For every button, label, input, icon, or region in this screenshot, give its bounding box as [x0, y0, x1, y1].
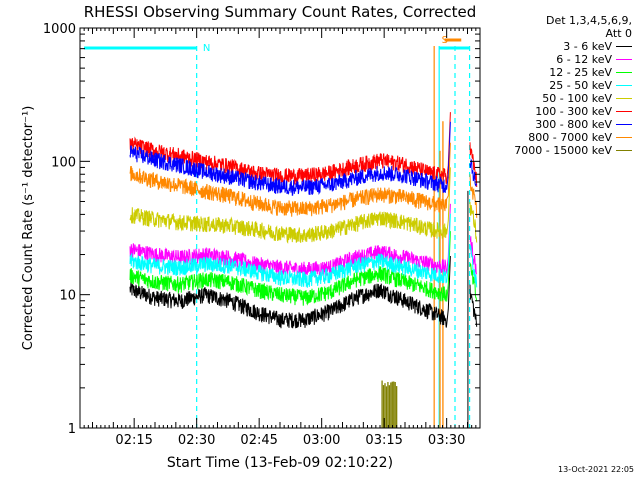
series-line	[129, 255, 451, 329]
night-annotation: N	[203, 43, 210, 54]
legend-entry: 800 - 7000 keV	[482, 131, 632, 144]
series-line	[129, 231, 451, 306]
series-line-post	[469, 142, 478, 188]
y-tick-label: 1	[68, 422, 76, 437]
legend-entry: 6 - 12 keV	[482, 53, 632, 66]
x-tick-label: 02:30	[178, 433, 215, 448]
legend-rows: 3 - 6 keV 6 - 12 keV 12 - 25 keV 25 - 50 ke…	[482, 40, 632, 157]
legend-entry: 100 - 300 keV	[482, 105, 632, 118]
legend-swatch	[616, 46, 632, 47]
legend-swatch	[616, 98, 632, 99]
legend: Det 1,3,4,5,6,9, Att 0 3 - 6 keV 6 - 12 k…	[482, 14, 632, 157]
series-line	[129, 203, 451, 279]
x-tick-label: 02:45	[240, 433, 277, 448]
series-line-post	[469, 245, 478, 288]
legend-label: 7000 - 15000 keV	[514, 144, 612, 157]
x-tick-label: 02:15	[115, 433, 152, 448]
legend-label: 25 - 50 keV	[549, 79, 612, 92]
series-line	[129, 213, 451, 288]
legend-header-attenuator: Att 0	[605, 27, 632, 40]
generated-timestamp: 13-Oct-2021 22:05	[558, 465, 634, 474]
legend-label: 3 - 6 keV	[563, 40, 612, 53]
legend-swatch	[616, 85, 632, 86]
legend-swatch	[616, 72, 632, 73]
saa-annotation: S	[442, 35, 448, 46]
legend-label: 100 - 300 keV	[535, 105, 612, 118]
x-tick-label: 03:30	[428, 433, 465, 448]
x-tick-label: 03:00	[303, 433, 340, 448]
chart-title: RHESSI Observing Summary Count Rates, Co…	[84, 3, 477, 21]
legend-swatch	[616, 137, 632, 138]
series-line-post	[469, 284, 478, 327]
legend-label: 6 - 12 keV	[556, 53, 612, 66]
y-tick-label: 10	[59, 289, 76, 304]
legend-entry: 300 - 800 keV	[482, 118, 632, 131]
series-line	[129, 167, 451, 244]
legend-swatch	[616, 59, 632, 60]
x-axis-label: Start Time (13-Feb-09 02:10:22)	[167, 455, 393, 471]
legend-entry: 7000 - 15000 keV	[482, 144, 632, 157]
legend-entry: 50 - 100 keV	[482, 92, 632, 105]
legend-label: 50 - 100 keV	[542, 92, 612, 105]
y-tick-label: 100	[51, 155, 76, 170]
legend-entry: 12 - 25 keV	[482, 66, 632, 79]
legend-swatch	[616, 124, 632, 125]
legend-swatch	[616, 150, 632, 151]
legend-entry: 25 - 50 keV	[482, 79, 632, 92]
legend-header-detectors: Det 1,3,4,5,6,9,	[545, 14, 632, 27]
legend-label: 12 - 25 keV	[549, 66, 612, 79]
legend-label: 800 - 7000 keV	[528, 131, 612, 144]
series-line	[129, 142, 451, 217]
y-axis: 1 10 100 1000	[43, 22, 480, 437]
x-tick-label: 03:15	[365, 433, 402, 448]
y-tick-label: 1000	[43, 22, 76, 37]
series-line-post	[469, 262, 478, 302]
series-line	[129, 121, 451, 196]
series-line-post	[469, 174, 478, 218]
legend-entry: 3 - 6 keV	[482, 40, 632, 53]
x-axis: 02:15 02:30 02:45 03:00 03:15 03:30	[79, 28, 481, 448]
series-layer	[129, 112, 478, 428]
y-axis-label: Corrected Count Rate (s⁻¹ detector⁻¹)	[21, 106, 36, 351]
series-line-post	[469, 201, 478, 243]
observing-overlays: NS	[84, 35, 471, 428]
legend-swatch	[616, 111, 632, 112]
series-line	[129, 112, 451, 185]
legend-label: 300 - 800 keV	[535, 118, 612, 131]
